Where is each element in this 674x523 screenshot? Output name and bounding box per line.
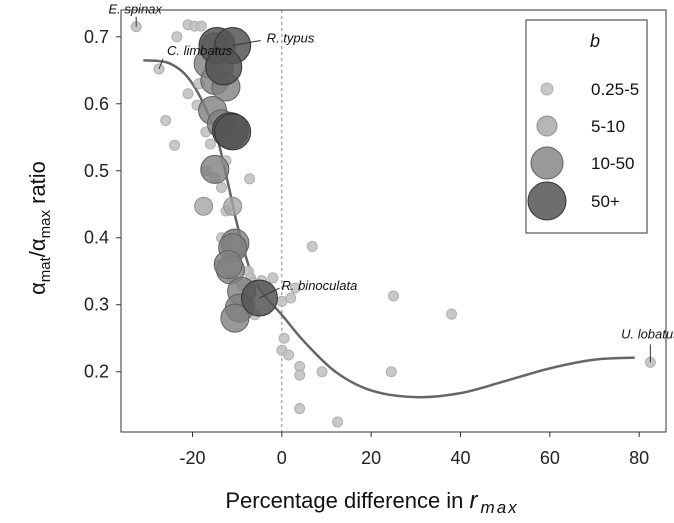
data-point — [316, 366, 328, 378]
data-point — [214, 113, 252, 151]
y-tick-label: 0.4 — [84, 228, 109, 248]
y-tick-label: 0.3 — [84, 295, 109, 315]
data-point — [195, 20, 207, 32]
legend-title: b — [590, 31, 600, 51]
plot-frame — [120, 9, 667, 433]
data-point — [446, 308, 458, 320]
data-point — [278, 332, 290, 344]
y-axis-title: αmat/αmax ratio — [25, 161, 54, 295]
legend-label: 5-10 — [591, 117, 625, 136]
annotation-leader — [232, 40, 261, 46]
legend-marker — [527, 181, 567, 221]
data-point — [388, 290, 399, 302]
data-point — [285, 292, 297, 304]
data-point — [223, 196, 243, 216]
data-point — [294, 369, 306, 381]
legend-marker — [530, 146, 564, 180]
data-point — [244, 173, 256, 185]
annotation-label: E. spinax — [108, 2, 162, 17]
data-point — [169, 139, 181, 151]
legend-marker — [536, 115, 558, 137]
annotation-label: U. lobatus — [621, 326, 674, 341]
x-tick-label: 0 — [277, 448, 287, 468]
x-axis-title: Percentage difference in r max — [225, 487, 518, 517]
data-point — [283, 349, 295, 361]
species-annotations: E. spinax C. limbatus R. typus R. binoculat… — [108, 2, 674, 363]
legend-label: 50+ — [591, 192, 620, 211]
x-tick-label: 80 — [629, 448, 649, 468]
y-axis-ticks: 0.2 0.3 0.4 0.5 0.6 0.7 — [84, 27, 121, 382]
y-tick-label: 0.5 — [84, 161, 109, 181]
data-point — [332, 416, 344, 428]
x-tick-label: 40 — [450, 448, 470, 468]
data-point — [267, 272, 279, 284]
data-point — [213, 250, 243, 280]
data-point — [160, 115, 172, 127]
data-point — [216, 182, 228, 194]
legend-label: 10-50 — [591, 154, 634, 173]
annotation-label: C. limbatus — [167, 43, 233, 58]
x-tick-label: 20 — [361, 448, 381, 468]
annotation-leader — [259, 287, 280, 299]
data-point — [171, 31, 183, 43]
data-point — [306, 240, 318, 252]
y-tick-label: 0.6 — [84, 94, 109, 114]
annotation-label: R. typus — [267, 31, 315, 46]
data-points — [130, 19, 656, 428]
x-axis-ticks: -20 0 20 40 60 80 — [179, 432, 649, 468]
data-point — [200, 154, 230, 184]
x-tick-label: 60 — [540, 448, 560, 468]
x-tick-label: -20 — [179, 448, 205, 468]
data-point — [289, 282, 301, 294]
y-tick-label: 0.2 — [84, 362, 109, 382]
legend-marker — [540, 82, 554, 96]
data-point — [385, 366, 397, 378]
data-point — [220, 303, 250, 333]
legend-label: 0.25-5 — [591, 80, 639, 99]
data-point — [194, 196, 214, 216]
annotation-label: R. binoculata — [281, 278, 357, 293]
legend: b 0.25-5 5-10 10-50 50+ — [525, 19, 648, 234]
data-point — [294, 403, 306, 415]
y-tick-label: 0.7 — [84, 27, 109, 47]
data-point — [205, 48, 243, 86]
data-point — [182, 88, 194, 100]
legend-items: 0.25-5 5-10 10-50 50+ — [527, 80, 639, 221]
annotation-leader — [158, 58, 164, 70]
data-point — [204, 138, 216, 150]
